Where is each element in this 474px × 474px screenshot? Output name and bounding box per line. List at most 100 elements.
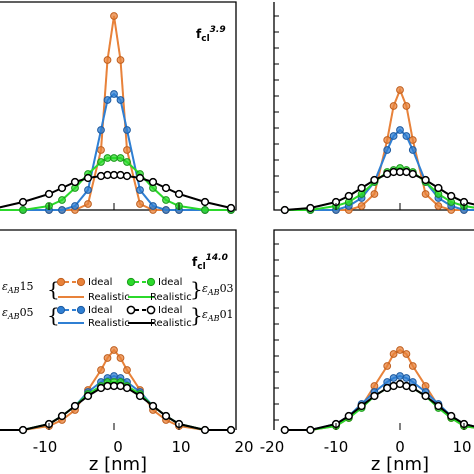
data-point [58,206,66,214]
data-point [280,205,289,215]
data-point [421,175,430,185]
data-point [280,425,289,435]
data-point [83,391,93,401]
series-line-realistic [0,385,231,431]
legend-label: Ideal [88,277,112,288]
panel-label-top-left: fcl3.9 [196,25,226,44]
series-eps-ab01 [280,379,474,435]
x-tick-label: 20 [234,438,253,456]
data-point [396,346,404,354]
series-line-realistic [0,92,231,211]
data-point [84,200,92,208]
data-point [408,136,417,144]
series-eps-ab05 [280,126,474,214]
data-point [396,372,404,380]
legend-brace: { [47,303,60,327]
data-point [84,186,92,194]
legend-label: Ideal [158,277,182,288]
panel-bottom-left [0,229,237,430]
data-point [370,391,379,401]
legend-brace: { [47,277,60,301]
series-line-realistic [0,348,231,431]
x-tick-labels-left: -10 0 10 20 [33,438,254,456]
data-point [162,206,170,214]
data-point [408,362,417,370]
series-line-ideal [0,348,231,431]
series-line-ideal [0,174,232,209]
series-line-ideal [284,383,474,431]
series-line-ideal [284,383,474,431]
data-point [408,383,417,393]
x-axis-label-left: z [nm] [89,454,147,474]
data-point [389,374,398,382]
data-point [174,189,184,199]
legend-brace: } [190,277,203,301]
data-point [103,56,112,64]
x-tick-label: 10 [171,438,190,456]
series-line-ideal [284,349,474,431]
data-point [149,202,157,210]
data-point [135,173,145,183]
data-point [357,183,366,193]
legend-marker [146,305,156,315]
legend-label: Ideal [158,305,182,316]
legend-entry-ab03-ideal: Ideal [126,277,182,288]
data-point [103,154,112,162]
data-point [123,366,131,374]
legend-marker [126,277,136,287]
tick-layer [48,15,465,430]
legend-symbol-ab15: εAB15 [2,280,34,295]
legend-marker [146,277,156,287]
data-point [116,96,125,104]
data-point [136,200,144,208]
data-point [161,183,171,193]
data-point [306,203,315,213]
data-point [200,425,210,435]
x-axis-label-right: z [nm] [371,454,429,474]
legend-entry-ab01-realistic: Realistic [128,318,192,329]
data-point [402,102,411,110]
data-point [383,146,392,154]
x-tick-label: 0 [113,438,123,456]
series-line-ideal [284,87,474,211]
data-point [83,173,93,183]
data-point [344,191,353,201]
data-point [370,190,379,198]
data-point [383,136,392,144]
data-point [421,391,430,401]
legend-marker [56,305,66,315]
data-point [123,158,131,166]
data-point [57,183,67,193]
data-point [110,12,118,20]
data-point [122,171,132,181]
legend-label: Realistic [150,292,192,303]
series-line-ideal [0,92,231,211]
series-eps-ab03 [0,154,235,214]
data-point [344,411,353,421]
x-tick-label: 0 [395,438,405,456]
data-point [447,411,456,421]
series-line-realistic [0,174,232,209]
data-point [357,202,366,210]
plot-top-right [280,86,474,215]
legend-symbol-ab05: εAB05 [2,306,34,321]
data-point [389,132,398,140]
legend-symbol-ab03: εAB03 [202,282,234,297]
data-point [434,401,443,411]
data-point [201,206,209,214]
axes-frame-top-left [0,1,237,211]
data-point [97,146,105,154]
x-tick-label: -20 [260,438,285,456]
x-tick-labels-right: -20 -10 0 10 [260,438,472,456]
legend: εAB15 { Ideal Realistic εAB05 { Ideal Re… [2,277,234,329]
legend-marker [126,305,136,315]
legend-entry-ab05-ideal: Ideal [56,305,112,316]
data-point [402,350,411,358]
axes-frame-bottom-right [273,229,474,430]
legend-entry-ab03-realistic: Realistic [128,292,192,303]
data-point [110,346,118,354]
data-point [96,171,106,181]
series-line-ideal [0,157,231,211]
data-point [116,170,125,180]
series-line-realistic [284,348,474,431]
